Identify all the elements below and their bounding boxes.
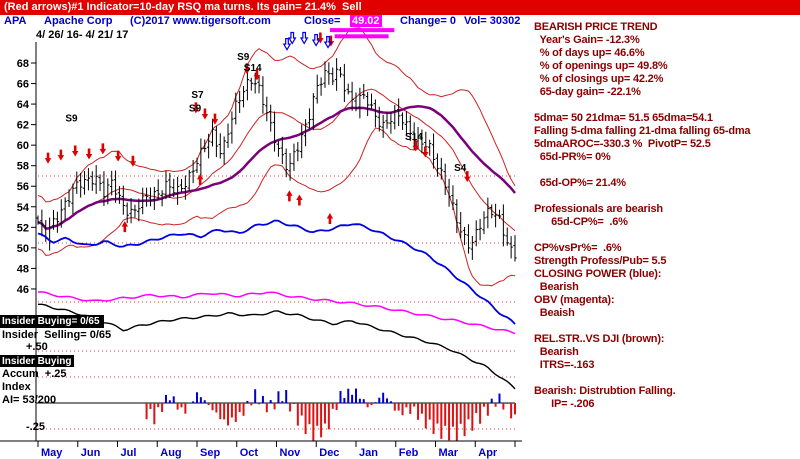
- right-panel-line: 65-day gain= -22.1%: [534, 86, 641, 98]
- svg-text:Mar: Mar: [439, 447, 459, 459]
- svg-text:60: 60: [17, 140, 29, 152]
- grid-reference-lines: [38, 175, 515, 430]
- axes: 68 66 64 62 60 58 56 54 52 50 48 46 May Jun Jul Aug Sep O…: [0, 42, 522, 459]
- right-panel-line: Bearish: [534, 346, 579, 358]
- right-panel-line: 65d-OP%= 21.4%: [534, 177, 626, 189]
- right-panel-line: 5dma= 50 21dma= 51.5 65dma=54.1: [534, 112, 713, 124]
- right-panel-line: Strength Profess/Pub= 5.5: [534, 255, 667, 267]
- volume-value: Vol= 30302: [464, 15, 521, 27]
- svg-text:Aug: Aug: [160, 447, 181, 459]
- right-panel-line: % of days up= 46.6%: [534, 47, 645, 59]
- svg-text:56: 56: [17, 181, 29, 193]
- svg-text:S9: S9: [189, 103, 202, 114]
- accumulation-index-value: AI= 53/200: [2, 394, 57, 406]
- svg-text:S4: S4: [454, 163, 467, 174]
- right-panel-line: Bearish: Distrubtion Falling.: [534, 385, 676, 397]
- right-panel-line: Bearish: [534, 281, 579, 293]
- svg-text:Dec: Dec: [319, 447, 339, 459]
- svg-text:Apr: Apr: [478, 447, 498, 459]
- price-bars: [36, 58, 517, 262]
- moving-averages: [37, 88, 516, 232]
- svg-text:Nov: Nov: [280, 447, 302, 459]
- close-value: 49.02: [350, 15, 382, 27]
- svg-text:Jul: Jul: [121, 447, 137, 459]
- right-panel-line: % of openings up= 49.8%: [534, 60, 668, 72]
- right-panel-line: Beaish: [534, 307, 575, 319]
- right-panel-line: [534, 190, 800, 203]
- index-label: Index: [2, 381, 31, 393]
- svg-text:Oct: Oct: [240, 447, 259, 459]
- right-panel-line: BEARISH PRICE TREND: [534, 21, 658, 33]
- svg-text:54: 54: [17, 202, 30, 214]
- right-panel-line: [534, 229, 800, 242]
- svg-text:Feb: Feb: [399, 447, 419, 459]
- insider-buying-panel-label: Insider Buying: [0, 355, 74, 367]
- right-panel-line: [534, 372, 800, 385]
- date-range: 4/ 26/ 16- 4/ 21/ 17: [36, 29, 129, 41]
- trading-bands: [37, 27, 516, 287]
- svg-text:58: 58: [17, 161, 29, 173]
- scale-plus50-label: +.50: [26, 341, 48, 353]
- accum-plus25-label: Accum +.25: [2, 368, 67, 380]
- right-panel-line: Professionals are bearish: [534, 203, 663, 215]
- analysis-text-panel: BEARISH PRICE TREND Year's Gain= -12.3% …: [534, 21, 800, 411]
- right-panel-line: OBV (magenta):: [534, 294, 615, 306]
- overlay-lines: [37, 219, 516, 390]
- svg-text:62: 62: [17, 120, 29, 132]
- svg-text:Jan: Jan: [359, 447, 378, 459]
- right-panel-line: REL.STR..VS DJI (brown):: [534, 333, 665, 345]
- signal-banner: (Red arrows)#1 Indicator=10-day RSQ ma t…: [0, 0, 800, 15]
- right-panel-line: [534, 320, 800, 333]
- svg-text:May: May: [41, 447, 63, 459]
- svg-text:Sep: Sep: [200, 447, 220, 459]
- right-panel-line: [534, 164, 800, 177]
- svg-text:64: 64: [17, 99, 30, 111]
- right-panel-line: 65d-PR%= 0%: [534, 151, 611, 163]
- accum-histogram: [36, 388, 516, 441]
- right-panel-line: Year's Gain= -12.3%: [534, 34, 640, 46]
- svg-text:48: 48: [17, 263, 29, 275]
- insider-selling-label: Insider Selling= 0/65: [2, 329, 112, 341]
- copyright-text: (C)2017 www.tigersoft.com: [130, 15, 271, 27]
- svg-text:S7: S7: [191, 90, 204, 101]
- svg-text:50: 50: [17, 243, 29, 255]
- svg-text:S14: S14: [405, 132, 423, 143]
- right-panel-line: ITRS=-.163: [534, 359, 595, 371]
- svg-text:Jun: Jun: [81, 447, 101, 459]
- scale-minus25-label: -.25: [26, 421, 45, 433]
- right-panel-line: Falling 5-dma falling 21-dma falling 65-…: [534, 125, 751, 137]
- right-panel-line: % of closings up= 42.2%: [534, 73, 664, 85]
- close-label: Close=: [304, 15, 341, 27]
- right-panel-line: [534, 99, 800, 112]
- price-chart: S9S7S9S9S14S14S4686664626058565452504846…: [0, 27, 522, 459]
- right-panel-line: CP%vsPr%= .6%: [534, 242, 622, 254]
- right-panel-line: IP= -.206: [534, 398, 595, 410]
- svg-text:S9: S9: [65, 114, 78, 125]
- svg-text:52: 52: [17, 222, 29, 234]
- right-panel-line: 65d-CP%= .6%: [534, 216, 628, 228]
- svg-text:68: 68: [17, 58, 29, 70]
- svg-text:46: 46: [17, 284, 29, 296]
- right-panel-line: 5dmaAROC=-330.3 % PivotP= 52.5: [534, 138, 711, 150]
- ticker-symbol: APA: [4, 15, 27, 27]
- company-name: Apache Corp: [44, 15, 113, 27]
- quote-info-bar: APA Apache Corp (C)2017 www.tigersoft.co…: [0, 15, 800, 29]
- svg-text:66: 66: [17, 79, 29, 91]
- svg-text:S9: S9: [237, 52, 250, 63]
- change-value: Change= 0: [400, 15, 456, 27]
- insider-buying-bar: Insider Buying= 0/65: [0, 315, 104, 328]
- svg-text:S14: S14: [244, 63, 262, 74]
- right-panel-line: CLOSING POWER (blue):: [534, 268, 662, 280]
